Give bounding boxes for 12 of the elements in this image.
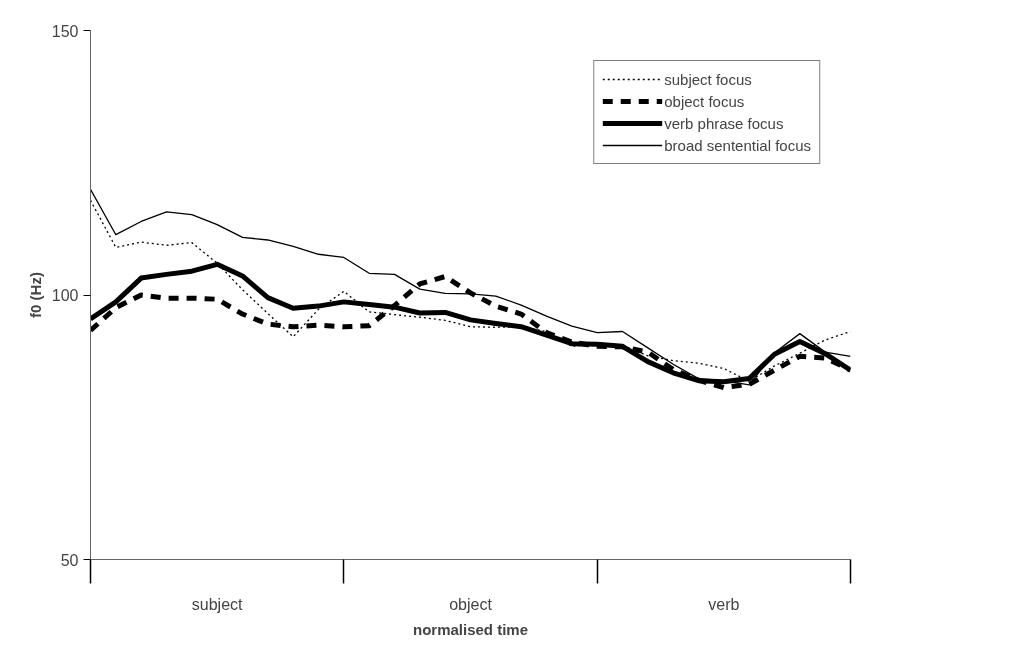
- x-axis-title: normalised time: [412, 620, 529, 638]
- legend-label: subject focus: [664, 70, 752, 88]
- x-tick-label: subject: [191, 595, 244, 613]
- legend-label: object focus: [664, 92, 745, 110]
- y-tick-label: 150: [51, 22, 79, 40]
- y-tick-label: 100: [51, 287, 79, 304]
- y-tick-label: 50: [60, 551, 79, 569]
- x-tick-label: verb: [708, 595, 740, 613]
- legend-label: verb phrase focus: [664, 114, 784, 132]
- y-axis-title: f0 (Hz): [26, 272, 44, 318]
- legend-label: broad sentential focus: [664, 136, 811, 154]
- x-tick-label: object: [449, 595, 493, 613]
